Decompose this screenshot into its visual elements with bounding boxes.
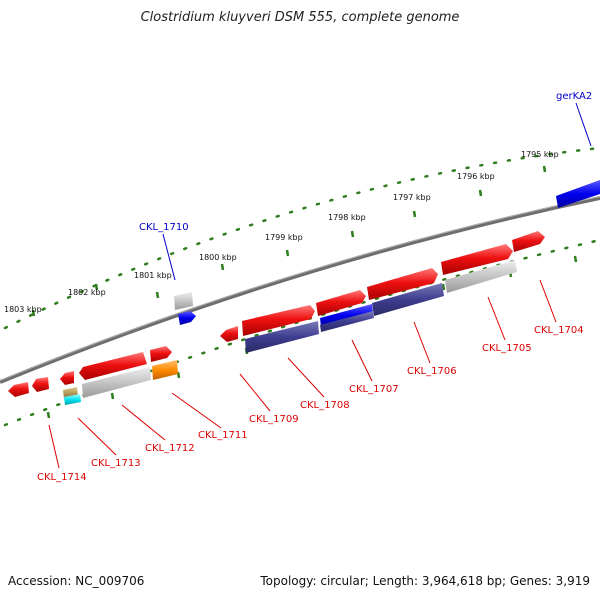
accession-text: Accession: NC_009706 [8,574,145,588]
inner-major-ticks [46,255,578,419]
label-CKL_1714[interactable]: CKL_1714 [37,472,87,483]
label-CKL_1713[interactable]: CKL_1713 [91,458,141,469]
label-CKL_1709[interactable]: CKL_1709 [249,414,299,425]
gene-labels-bottom: CKL_1714 CKL_1713 CKL_1712 CKL_1711 CKL_… [37,325,584,483]
feature-navy-1708[interactable] [245,321,319,353]
scale-label-1802: 1802 kbp [68,288,106,297]
gene-arrow-1714a[interactable] [32,377,49,392]
label-CKL_1711[interactable]: CKL_1711 [198,430,248,441]
gene-CKL_1710[interactable] [178,311,196,325]
gene-arrow-1709[interactable] [220,326,238,342]
gene-arrow-1713[interactable] [60,371,74,385]
scale-label-1796: 1796 kbp [457,172,495,181]
scale-label-1800: 1800 kbp [199,253,237,262]
label-CKL_1704[interactable]: CKL_1704 [534,325,584,336]
gene-arrow-1711[interactable] [150,346,172,362]
feature-orange-1711[interactable] [152,360,178,380]
feature-grey-1705[interactable] [445,260,517,293]
label-CKL_1706[interactable]: CKL_1706 [407,366,457,377]
gene-labels-top: CKL_1710 gerKA2 [139,91,592,233]
feature-grey-1710[interactable] [174,292,193,310]
scale-label-1801: 1801 kbp [134,271,172,280]
top-features [174,180,600,325]
scale-label-1803: 1803 kbp [4,305,42,314]
map-title: Clostridium kluyveri DSM 555, complete g… [140,10,460,25]
gene-arrow-1714b[interactable] [8,382,29,397]
leader-lines-bottom [48,279,557,469]
topology-text: Topology: circular; Length: 3,964,618 bp… [260,574,590,588]
label-gerKA2[interactable]: gerKA2 [556,91,592,102]
gene-arrow-1708[interactable] [242,305,315,336]
label-CKL_1710[interactable]: CKL_1710 [139,222,189,233]
feature-cyan-1713[interactable] [64,394,81,405]
scale-label-1795: 1795 kbp [521,150,559,159]
forward-genes [8,231,545,397]
genome-backbone [0,196,600,384]
label-CKL_1708[interactable]: CKL_1708 [300,400,350,411]
feature-navy-1706[interactable] [372,283,444,316]
label-CKL_1705[interactable]: CKL_1705 [482,343,532,354]
scale-label-1797: 1797 kbp [393,193,431,202]
outer-major-ticks [31,165,547,317]
gene-arrow-1712[interactable] [79,352,147,380]
leader-lines-top [162,102,592,281]
gene-arrow-1706[interactable] [367,268,438,300]
scale-label-1798: 1798 kbp [328,213,366,222]
label-CKL_1707[interactable]: CKL_1707 [349,384,399,395]
feature-blue-1707[interactable] [320,304,373,327]
gene-arrow-1704[interactable] [512,231,545,252]
scale-labels: 1803 kbp 1802 kbp 1801 kbp 1800 kbp 1799… [4,150,559,314]
scale-label-1799: 1799 kbp [265,233,303,242]
feature-grey-1712[interactable] [82,367,151,398]
label-CKL_1712[interactable]: CKL_1712 [145,443,195,454]
lower-features [63,260,517,405]
feature-navy-1707[interactable] [320,311,374,332]
gene-arrow-1705[interactable] [441,244,513,275]
gene-gerKA2[interactable] [556,180,600,208]
gene-arrow-1707[interactable] [316,290,366,316]
